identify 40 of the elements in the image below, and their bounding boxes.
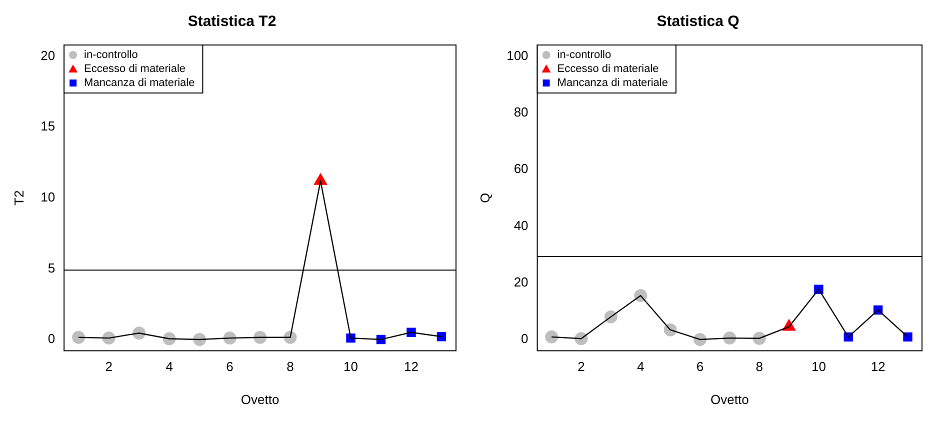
y-tick-label: 40 xyxy=(514,218,528,233)
y-tick-label: 80 xyxy=(514,104,528,120)
y-tick-label: 60 xyxy=(514,161,528,176)
y-tick-label: 10 xyxy=(40,189,56,204)
chart-title: Statistica T2 xyxy=(188,13,276,30)
point xyxy=(903,332,912,342)
x-tick-label: 6 xyxy=(226,359,234,374)
legend-label: Eccesso di materiale xyxy=(557,63,659,76)
x-tick-label: 2 xyxy=(578,359,585,374)
x-tick-label: 12 xyxy=(870,359,886,374)
x-axis-title: Ovetto xyxy=(240,392,280,407)
legend-label: in-controllo xyxy=(84,49,138,62)
y-tick-label: 15 xyxy=(40,118,56,134)
legend-label: Mancanza di materiale xyxy=(557,77,668,90)
chart-title: Statistica Q xyxy=(656,13,740,30)
x-tick-label: 8 xyxy=(286,359,294,374)
x-tick-label: 10 xyxy=(811,359,826,374)
x-tick-label: 4 xyxy=(636,359,644,374)
y-axis-title: Q xyxy=(477,192,492,203)
legend-label: Eccesso di materiale xyxy=(84,63,186,76)
y-tick-label: 5 xyxy=(48,260,56,276)
y-tick-label: 20 xyxy=(40,48,56,63)
point xyxy=(436,332,446,342)
x-tick-label: 2 xyxy=(105,359,112,374)
y-tick-label: 0 xyxy=(521,331,528,346)
y-axis-title: T2 xyxy=(11,190,26,206)
legend-label: in-controllo xyxy=(557,49,612,62)
point xyxy=(254,330,267,344)
y-tick-label: 100 xyxy=(506,48,528,63)
x-tick-label: 6 xyxy=(696,359,704,374)
legend-label: Mancanza di materiale xyxy=(84,77,195,90)
x-axis-title: Ovetto xyxy=(710,392,749,407)
y-tick-label: 20 xyxy=(514,274,528,290)
x-tick-label: 8 xyxy=(756,359,763,374)
y-tick-label: 0 xyxy=(48,331,56,346)
point xyxy=(72,330,86,344)
x-tick-label: 4 xyxy=(166,359,173,374)
x-tick-label: 12 xyxy=(404,359,418,374)
x-tick-label: 10 xyxy=(344,359,358,374)
point xyxy=(545,330,558,344)
